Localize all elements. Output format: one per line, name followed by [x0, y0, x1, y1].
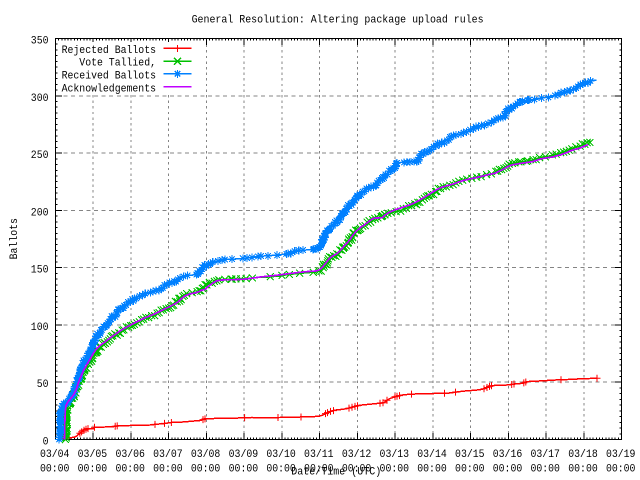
svg-text:00:00: 00:00 [417, 464, 447, 476]
svg-text:03/08: 03/08 [191, 449, 221, 461]
svg-text:03/05: 03/05 [78, 449, 108, 461]
svg-text:03/15: 03/15 [455, 449, 485, 461]
svg-text:Acknowledgements: Acknowledgements [62, 83, 156, 95]
svg-text:03/14: 03/14 [417, 449, 447, 461]
svg-text:250: 250 [31, 150, 49, 162]
svg-text:350: 350 [31, 36, 49, 48]
svg-text:03/18: 03/18 [568, 449, 598, 461]
svg-text:00:00: 00:00 [568, 464, 598, 476]
svg-text:00:00: 00:00 [304, 464, 334, 476]
svg-text:00:00: 00:00 [266, 464, 296, 476]
svg-text:0: 0 [43, 437, 49, 449]
svg-text:03/13: 03/13 [380, 449, 410, 461]
svg-text:Rejected Ballots: Rejected Ballots [62, 45, 156, 57]
svg-text:00:00: 00:00 [606, 464, 636, 476]
svg-text:03/16: 03/16 [493, 449, 523, 461]
svg-text:03/04: 03/04 [40, 449, 70, 461]
svg-text:03/19: 03/19 [606, 449, 636, 461]
svg-text:00:00: 00:00 [342, 464, 372, 476]
svg-text:150: 150 [31, 265, 49, 277]
svg-text:00:00: 00:00 [493, 464, 523, 476]
svg-text:03/09: 03/09 [229, 449, 259, 461]
svg-text:00:00: 00:00 [78, 464, 108, 476]
svg-text:00:00: 00:00 [380, 464, 410, 476]
svg-text:00:00: 00:00 [191, 464, 221, 476]
svg-text:Ballots: Ballots [9, 218, 21, 259]
svg-text:200: 200 [31, 207, 49, 219]
svg-text:Vote Tallied,: Vote Tallied, [79, 58, 156, 70]
svg-text:03/12: 03/12 [342, 449, 372, 461]
svg-text:300: 300 [31, 93, 49, 105]
svg-text:03/10: 03/10 [266, 449, 296, 461]
svg-text:00:00: 00:00 [455, 464, 485, 476]
svg-text:03/17: 03/17 [530, 449, 560, 461]
svg-text:00:00: 00:00 [229, 464, 259, 476]
svg-text:03/06: 03/06 [115, 449, 145, 461]
svg-text:Received Ballots: Received Ballots [62, 71, 156, 83]
svg-text:Date/Time (UTC): Date/Time (UTC) [291, 467, 381, 479]
svg-text:00:00: 00:00 [40, 464, 70, 476]
svg-text:00:00: 00:00 [115, 464, 145, 476]
svg-text:00:00: 00:00 [153, 464, 183, 476]
svg-text:General Resolution: Altering p: General Resolution: Altering package upl… [192, 15, 484, 27]
svg-text:00:00: 00:00 [530, 464, 560, 476]
svg-text:03/11: 03/11 [304, 449, 334, 461]
svg-text:100: 100 [31, 322, 49, 334]
svg-text:50: 50 [37, 379, 49, 391]
svg-text:03/07: 03/07 [153, 449, 183, 461]
